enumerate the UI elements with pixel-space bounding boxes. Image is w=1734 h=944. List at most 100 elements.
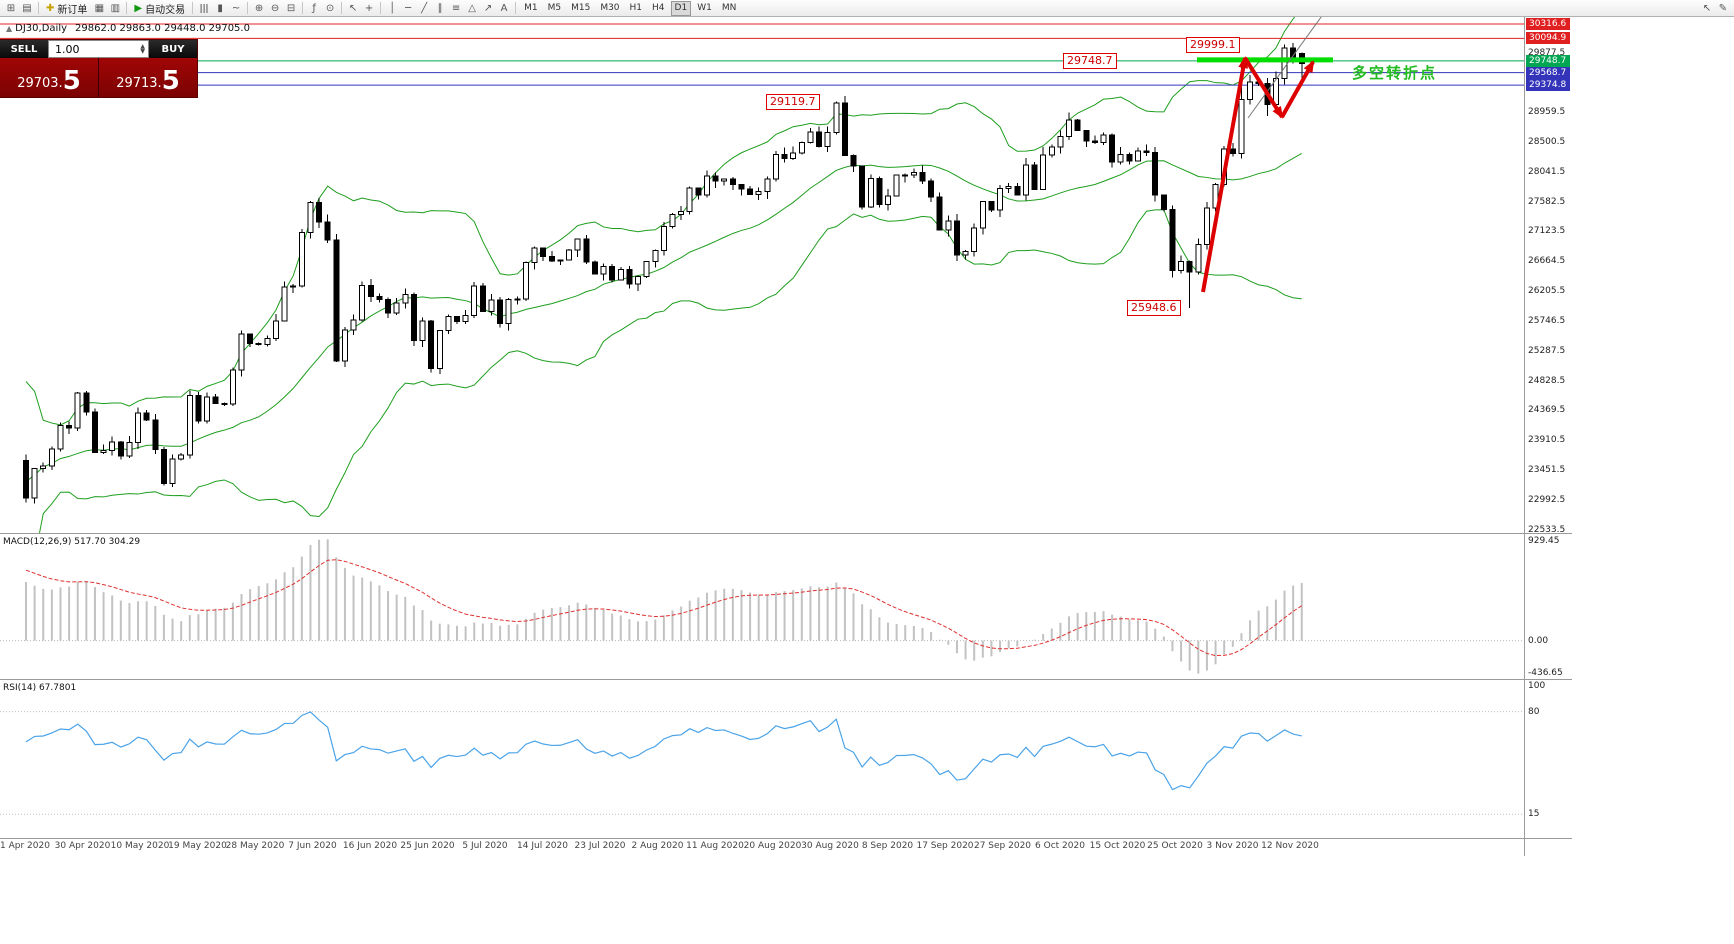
toolbar-separator (192, 2, 194, 14)
price-grid-label: 27123.5 (1528, 226, 1566, 237)
candle (703, 175, 710, 196)
fibonacci-icon[interactable]: ≡ (448, 1, 464, 16)
trend-arrow-1[interactable] (1201, 56, 1249, 293)
vertical-line-icon-glyph-icon: │ (389, 2, 396, 14)
candle (264, 338, 271, 346)
timeframe-m1[interactable]: M1 (524, 2, 538, 13)
timeframe-w1[interactable]: W1 (697, 2, 712, 13)
channel-icon[interactable]: ∥ (432, 1, 448, 16)
indicators-icon[interactable]: ƒ (306, 1, 322, 16)
new-chart-icon[interactable]: ⊞ (3, 1, 19, 16)
candle (772, 153, 779, 180)
toolbar: ⊞ ▤ ✚ 新订单 ▦ ▥ ▶ 自动交易 ǀǀǀ ▮ ~ ⊕ ⊖ ⊟ ƒ ⊙ ↖ + │ ─ ╱ ∥ ≡ △ ↗ A M1 M5 M15… (0, 0, 1734, 17)
trendline-object[interactable] (1247, 2, 1332, 119)
periods-dropdown-icon[interactable]: ⊙ (322, 1, 338, 16)
one-click-trading-panel: SELL 1.00 ▲ ▼ BUY 29703. 5 29713. 5 (0, 40, 197, 97)
timeframe-h4[interactable]: H4 (652, 2, 665, 13)
candle (988, 201, 995, 211)
ohlc-values: 29862.0 29863.0 29448.0 29705.0 (75, 23, 250, 34)
candle (1203, 207, 1210, 245)
price-grid-label: 23451.5 (1528, 465, 1566, 476)
candle (997, 188, 1004, 211)
profiles-icon[interactable]: ▤ (19, 1, 35, 16)
crosshair-icon[interactable]: + (361, 1, 377, 16)
timeframe-h1[interactable]: H1 (629, 2, 643, 13)
tile-windows-icon[interactable]: ⊟ (283, 1, 299, 16)
candle (971, 227, 978, 253)
volume-spinner[interactable]: ▲ ▼ (137, 43, 148, 55)
zoom-in-icon[interactable]: ⊕ (251, 1, 267, 16)
candle (117, 441, 124, 457)
cursor-icon[interactable]: ↖ (345, 1, 361, 16)
candle (419, 320, 426, 341)
text-icon[interactable]: A (496, 1, 512, 16)
candle (1238, 98, 1245, 155)
candle (566, 249, 573, 261)
ask-price-button[interactable]: 29713. 5 (98, 58, 197, 97)
candle (1160, 194, 1167, 210)
candle (1169, 208, 1176, 272)
price-grid-label: 22533.5 (1528, 524, 1566, 535)
vertical-line-icon[interactable]: │ (384, 1, 400, 16)
candle (505, 299, 512, 325)
rsi-axis-100: 100 (1528, 681, 1546, 691)
time-axis[interactable]: 1 Apr 2020 30 Apr 2020 10 May 2020 19 May 2… (0, 839, 1572, 856)
candle (1040, 154, 1047, 190)
shapes-icon[interactable]: △ (464, 1, 480, 16)
candle (600, 266, 607, 275)
data-window-icon-glyph-icon: ▥ (110, 2, 121, 14)
zoom-out-icon[interactable]: ⊖ (267, 1, 283, 16)
timeframe-m30[interactable]: M30 (600, 2, 620, 13)
candle (255, 342, 262, 346)
price-annotation-flag: 29999.1 (1186, 36, 1240, 53)
candle (807, 131, 814, 144)
arrow-tools-icon[interactable]: ↗ (480, 1, 496, 16)
auto-trading-button[interactable]: ▶ 自动交易 (130, 1, 189, 16)
horizontal-line-icon[interactable]: ─ (400, 1, 416, 16)
price-axis-border (1524, 17, 1525, 856)
price-grid-label: 28041.5 (1528, 166, 1566, 177)
bid-price-button[interactable]: 29703. 5 (0, 58, 98, 97)
trend-arrow-3[interactable] (1280, 60, 1315, 118)
new-order-button[interactable]: ✚ 新订单 (42, 1, 91, 16)
symbol-period-label: DJ30,Daily (15, 23, 68, 34)
indicators-icon-glyph-icon: ƒ (312, 2, 316, 14)
rsi-panel-divider[interactable] (0, 679, 1572, 680)
candle (1057, 135, 1064, 148)
macd-panel-divider[interactable] (0, 533, 1572, 534)
auto-trading-glyph-icon: ▶ (134, 2, 143, 14)
trend-arrow-2[interactable] (1243, 56, 1284, 119)
timeframe-m5[interactable]: M5 (547, 2, 562, 13)
spinner-up-icon[interactable]: ▲ (140, 43, 145, 50)
timeframe-d1[interactable]: D1 (670, 0, 692, 16)
cursor-mode-icon[interactable]: ↖ (1702, 2, 1712, 14)
collapse-arrow-icon[interactable]: ▲ (6, 24, 13, 33)
pencil-icon[interactable]: ✎ (1718, 2, 1728, 14)
buy-button[interactable]: BUY (149, 40, 197, 58)
sell-button[interactable]: SELL (0, 40, 48, 58)
line-chart-icon[interactable]: ~ (228, 1, 244, 16)
spinner-down-icon[interactable]: ▼ (140, 48, 145, 55)
price-line-tag: 29568.7 (1526, 66, 1570, 79)
candle (48, 448, 55, 467)
date-label: 25 Jun 2020 (400, 841, 455, 851)
tile-windows-icon-glyph-icon: ⊟ (286, 2, 296, 14)
price-grid-label: 24369.5 (1528, 405, 1566, 416)
market-watch-icon-glyph-icon: ▦ (94, 2, 105, 14)
candle (462, 315, 469, 323)
price-grid-label: 27582.5 (1528, 196, 1566, 207)
bar-chart-icon[interactable]: ǀǀǀ (196, 1, 212, 16)
date-label: 23 Jul 2020 (574, 841, 626, 851)
timeframe-mn[interactable]: MN (721, 2, 737, 13)
market-watch-icon[interactable]: ▦ (91, 1, 107, 16)
volume-field[interactable]: 1.00 ▲ ▼ (48, 40, 149, 58)
candlestick-icon[interactable]: ▮ (212, 1, 228, 16)
candle (1229, 148, 1236, 155)
timeframe-m15[interactable]: M15 (571, 2, 591, 13)
candle (669, 213, 676, 227)
trendline-icon[interactable]: ╱ (416, 1, 432, 16)
data-window-icon[interactable]: ▥ (107, 1, 123, 16)
